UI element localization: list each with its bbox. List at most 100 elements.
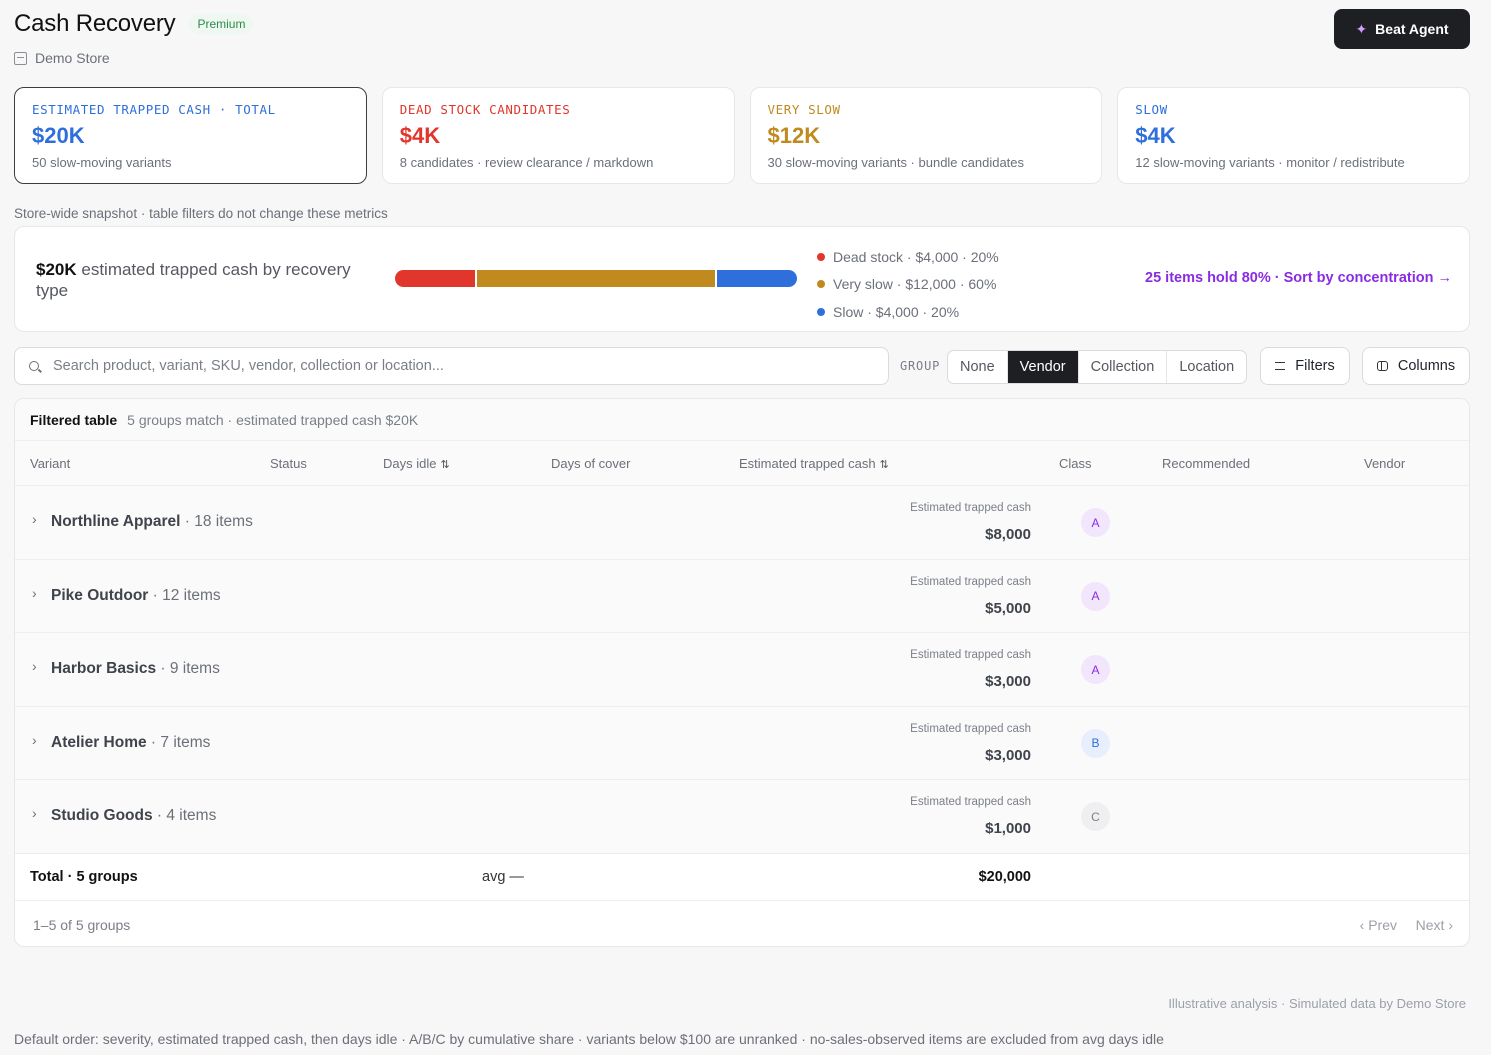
group-row-harbor-basics[interactable]: › Harbor Basics · 9 items Estimated trap… — [15, 633, 1469, 707]
kpi-value: $20K — [32, 123, 85, 148]
store-selector[interactable]: Demo Store — [14, 50, 1470, 66]
search-icon — [29, 361, 39, 371]
group-option-location[interactable]: Location — [1179, 359, 1235, 375]
kpi-value: $4K — [1135, 123, 1176, 148]
group-row-northline-apparel[interactable]: › Northline Apparel · 18 items Estimated… — [15, 486, 1469, 560]
column-header-status[interactable]: Status — [270, 456, 307, 471]
group-row-studio-goods[interactable]: › Studio Goods · 4 items Estimated trapp… — [15, 780, 1469, 854]
table-summary: 5 groups match · estimated trapped cash … — [127, 411, 419, 428]
kpi-label: DEAD STOCK CANDIDATES — [399, 102, 571, 117]
column-header-label: Days idle — [383, 456, 437, 471]
chevron-right-icon[interactable]: › — [32, 511, 37, 527]
legend-dot — [817, 252, 825, 261]
total-avg-days-idle: avg — — [482, 868, 524, 885]
table-toolbar: GROUP None Vendor Collection Location Fi… — [14, 347, 1470, 385]
page-header: Cash Recovery Premium Demo Store ✦ Beat … — [14, 8, 1470, 72]
columns-icon — [1376, 361, 1388, 371]
column-header-class[interactable]: Class — [1059, 456, 1092, 471]
kpi-value: $4K — [399, 123, 441, 148]
group-count: · 4 items — [152, 807, 217, 824]
group-title: Northline Apparel — [51, 513, 181, 530]
group-row-pike-outdoor[interactable]: › Pike Outdoor · 12 items Estimated trap… — [15, 559, 1469, 633]
column-header-label: Estimated trapped cash — [739, 456, 876, 471]
class-badge: A — [1081, 655, 1110, 684]
kpi-subtext: 50 slow-moving variants — [32, 155, 172, 170]
class-badge: B — [1081, 728, 1110, 758]
filters-label: Filters — [1295, 358, 1335, 374]
group-option-vendor[interactable]: Vendor — [1007, 351, 1079, 383]
cash-value: $3,000 — [985, 673, 1031, 690]
kpi-value: $12K — [767, 123, 821, 148]
chevron-right-icon[interactable]: › — [32, 658, 37, 674]
column-header-estimated-trapped-cash[interactable]: Estimated trapped cash ⇅ — [739, 456, 889, 471]
kpi-card-total[interactable]: ESTIMATED TRAPPED CASH · TOTAL $20K 50 s… — [14, 87, 367, 184]
kpi-card-slow[interactable]: SLOW $4K 12 slow-moving variants · monit… — [1117, 87, 1470, 184]
legend-dot — [817, 280, 825, 289]
sparkle-icon: ✦ — [1355, 20, 1368, 37]
cash-label: Estimated trapped cash — [910, 796, 1031, 808]
breakdown-amount: $20K — [36, 260, 77, 279]
pagination-info: 1–5 of 5 groups — [33, 916, 131, 933]
filters-button[interactable]: Filters — [1260, 347, 1350, 385]
column-header-recommended[interactable]: Recommended — [1162, 456, 1251, 471]
kpi-label: ESTIMATED TRAPPED CASH · TOTAL — [32, 102, 276, 117]
breakdown-legend: Dead stock · $4,000 · 20% Very slow · $1… — [817, 243, 999, 326]
page-title: Cash Recovery — [14, 10, 176, 37]
breakdown-title: $20K estimated trapped cash by recovery … — [36, 259, 366, 301]
beat-agent-button[interactable]: ✦ Beat Agent — [1334, 9, 1470, 49]
sort-by-concentration-link[interactable]: 25 items hold 80% · Sort by concentratio… — [1145, 270, 1452, 286]
columns-button[interactable]: Columns — [1362, 347, 1470, 385]
column-headers: Variant Status Days idle ⇅ Days of cover … — [15, 441, 1469, 486]
store-name: Demo Store — [35, 50, 110, 66]
group-title: Studio Goods — [51, 807, 153, 824]
breakdown-stacked-bar — [395, 270, 797, 287]
chevron-right-icon[interactable]: › — [32, 584, 37, 601]
kpi-card-very-slow[interactable]: VERY SLOW $12K 30 slow-moving variants ·… — [749, 87, 1103, 184]
pagination: 1–5 of 5 groups ‹ Prev Next › — [15, 901, 1469, 947]
table-title: Filtered table — [30, 411, 118, 428]
group-name: Studio Goods · 4 items — [51, 807, 216, 825]
column-header-days-idle[interactable]: Days idle ⇅ — [383, 456, 450, 471]
cash-label: Estimated trapped cash — [910, 502, 1031, 514]
kpi-card-dead-stock[interactable]: DEAD STOCK CANDIDATES $4K 8 candidates ·… — [381, 87, 735, 184]
breakdown-title-text: estimated trapped cash by recovery type — [36, 260, 351, 300]
legend-dot — [817, 307, 825, 316]
bar-segment-dead-stock — [395, 270, 475, 287]
legend-item-slow: Slow · $4,000 · 20% — [817, 298, 999, 326]
chevron-right-icon[interactable]: › — [32, 805, 37, 821]
column-header-variant[interactable]: Variant — [30, 456, 71, 471]
bar-segment-slow — [717, 270, 797, 287]
prev-page-button[interactable]: ‹ Prev — [1359, 916, 1397, 933]
column-header-vendor[interactable]: Vendor — [1364, 456, 1406, 471]
sort-icon: ⇅ — [440, 459, 450, 471]
next-page-button[interactable]: Next › — [1415, 916, 1453, 933]
kpi-label: VERY SLOW — [767, 102, 841, 117]
cash-label: Estimated trapped cash — [910, 575, 1031, 588]
footer-sort-note: Default order: severity, estimated trapp… — [14, 1031, 1164, 1047]
results-table: Filtered table 5 groups match · estimate… — [14, 398, 1470, 947]
recovery-breakdown-card: $20K estimated trapped cash by recovery … — [14, 226, 1470, 332]
cash-label: Estimated trapped cash — [910, 722, 1031, 735]
group-option-collection[interactable]: Collection — [1079, 351, 1168, 383]
group-title: Harbor Basics — [51, 660, 157, 677]
search-input[interactable] — [53, 358, 853, 374]
snapshot-note: Store-wide snapshot · table filters do n… — [14, 206, 388, 221]
legend-label: Slow · $4,000 · 20% — [833, 303, 960, 320]
table-header-bar: Filtered table 5 groups match · estimate… — [15, 399, 1469, 441]
class-badge: A — [1081, 508, 1110, 537]
kpi-label: SLOW — [1135, 102, 1168, 117]
group-count: · 9 items — [156, 660, 220, 677]
group-name: Pike Outdoor · 12 items — [51, 587, 221, 605]
column-header-days-of-cover[interactable]: Days of cover — [551, 456, 631, 471]
cash-value: $3,000 — [985, 746, 1031, 764]
group-name: Atelier Home · 7 items — [51, 734, 210, 752]
group-name: Harbor Basics · 9 items — [51, 660, 220, 678]
chevron-right-icon[interactable]: › — [32, 731, 37, 748]
footer-disclaimer: Illustrative analysis · Simulated data b… — [1168, 996, 1466, 1011]
kpi-cards: ESTIMATED TRAPPED CASH · TOTAL $20K 50 s… — [14, 87, 1470, 184]
legend-label: Very slow · $12,000 · 60% — [833, 276, 997, 293]
total-row: Total · 5 groups avg — $20,000 — [15, 854, 1469, 901]
group-count: · 7 items — [146, 733, 211, 751]
group-row-atelier-home[interactable]: › Atelier Home · 7 items Estimated trapp… — [15, 706, 1469, 780]
group-option-none[interactable]: None — [948, 351, 1008, 383]
